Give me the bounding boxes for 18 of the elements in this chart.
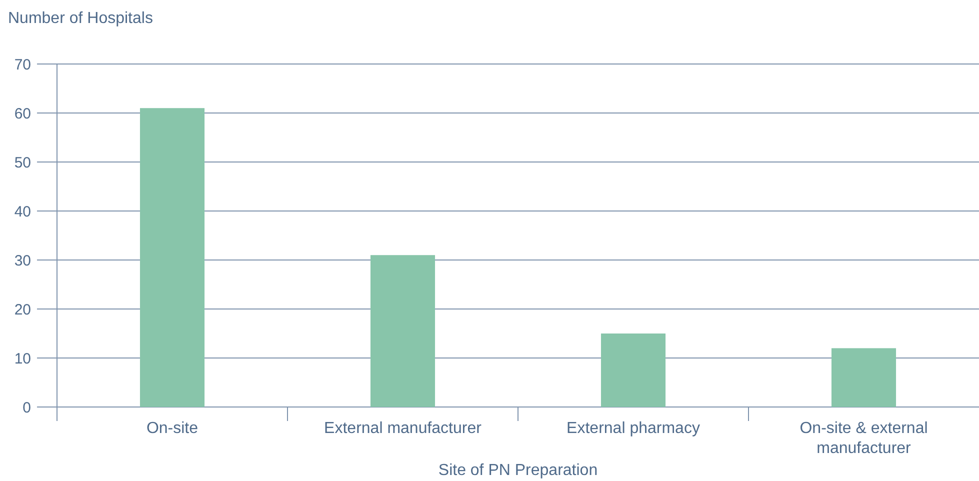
bar [140, 108, 205, 407]
bar [370, 255, 436, 407]
x-axis-title: Site of PN Preparation [438, 462, 598, 479]
y-tick-label: 0 [22, 399, 31, 416]
bar [600, 334, 666, 407]
y-tick-label: 20 [14, 301, 31, 318]
y-tick-label: 40 [14, 203, 31, 220]
y-axis-title: Number of Hospitals [8, 10, 153, 27]
bar [831, 348, 896, 407]
y-tick-label: 60 [14, 105, 31, 122]
y-tick-label: 70 [14, 56, 31, 74]
x-tick-label: On-site [146, 420, 198, 437]
y-tick-label: 50 [14, 154, 31, 172]
x-tick-label: External manufacturer [324, 420, 482, 437]
x-tick-label: External pharmacy [566, 420, 700, 437]
x-tick-label: On-site & external manufacturer [800, 420, 928, 457]
y-tick-label: 10 [14, 350, 31, 368]
y-tick-label: 30 [14, 252, 31, 270]
